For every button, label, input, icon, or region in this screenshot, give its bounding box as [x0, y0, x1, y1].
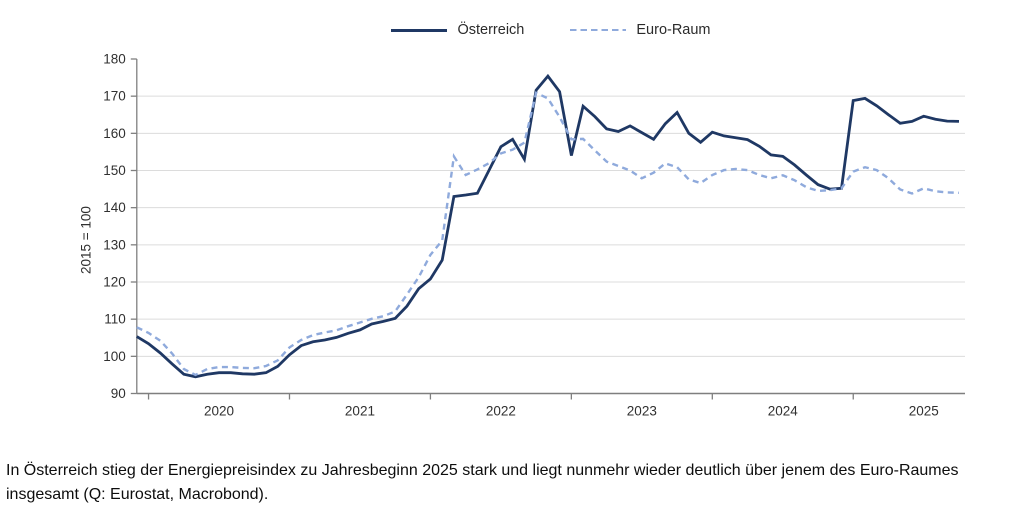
y-tick-label: 160 [103, 126, 126, 141]
y-tick-label: 150 [103, 163, 126, 178]
x-tick-label: 2023 [627, 404, 657, 419]
y-tick-label: 180 [103, 51, 126, 66]
x-tick-label: 2020 [204, 404, 234, 419]
line-oesterreich [136, 73, 960, 379]
y-tick-label: 100 [103, 349, 126, 364]
x-tick-label: 2025 [909, 404, 939, 419]
chart-caption: In Österreich stieg der Energiepreisinde… [6, 462, 959, 503]
y-tick-label: 90 [111, 386, 126, 401]
dashed-line-icon [570, 28, 627, 32]
line-euro-raum [136, 91, 960, 377]
y-tick-label: 170 [103, 89, 126, 104]
y-axis: 90 100 110 120 130 140 150 160 170 180 [103, 51, 138, 401]
y-tick-label: 120 [103, 274, 126, 289]
legend-label-euro-raum: Euro-Raum [636, 22, 711, 38]
x-axis: 2020 2021 2022 2023 2024 2025 [136, 392, 965, 419]
x-tick-label: 2021 [345, 404, 375, 419]
solid-line-icon [391, 28, 448, 32]
x-tick-label: 2022 [486, 404, 516, 419]
energy-price-index-chart: 90 100 110 120 130 140 150 160 170 180 2020 2021 202… [79, 22, 965, 419]
chart-legend: Österreich Euro-Raum [137, 22, 965, 38]
x-tick-label: 2024 [768, 404, 799, 419]
y-tick-label: 140 [103, 200, 126, 215]
legend-item-euro-raum: Euro-Raum [570, 22, 711, 38]
y-tick-label: 110 [104, 312, 126, 327]
gridlines [136, 95, 965, 357]
legend-item-oesterreich: Österreich [391, 22, 524, 38]
legend-label-oesterreich: Österreich [457, 22, 525, 38]
y-tick-label: 130 [103, 237, 126, 252]
